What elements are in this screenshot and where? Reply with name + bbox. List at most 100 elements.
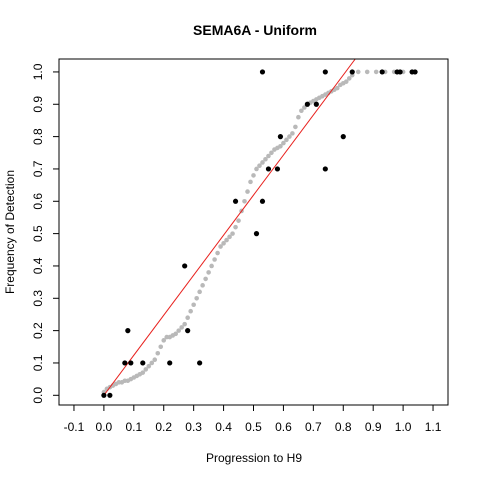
- reference-point: [218, 244, 223, 249]
- observed-point: [322, 166, 328, 172]
- observed-point: [340, 134, 346, 140]
- reference-point: [287, 134, 292, 139]
- reference-point: [140, 370, 146, 375]
- reference-point: [290, 131, 295, 136]
- observed-point: [259, 69, 266, 75]
- observed-point: [197, 360, 203, 366]
- reference-point: [215, 250, 220, 256]
- reference-point: [158, 344, 164, 350]
- reference-point: [227, 234, 232, 240]
- y-tick-label: 0.7: [31, 160, 45, 177]
- y-axis-title: Frequency of Detection: [3, 170, 17, 294]
- y-tick-label: 0.2: [31, 322, 45, 339]
- reference-point: [373, 69, 379, 75]
- observed-point: [125, 328, 131, 334]
- y-tick-label: 0.5: [31, 225, 45, 242]
- reference-point: [194, 295, 199, 301]
- observed-point: [313, 101, 319, 107]
- observed-point: [167, 360, 173, 366]
- y-tick-label: 0.6: [31, 193, 45, 210]
- reference-point: [284, 137, 289, 143]
- reference-point: [245, 189, 250, 194]
- x-tick-label: 0.7: [305, 420, 322, 434]
- observed-point: [397, 69, 403, 75]
- y-tick-label: 0.0: [31, 387, 45, 404]
- plot-area: [101, 59, 418, 398]
- reference-point: [269, 150, 274, 156]
- reference-point: [197, 289, 202, 295]
- reference-point: [149, 360, 155, 366]
- observed-point: [140, 360, 146, 366]
- observed-point: [274, 166, 281, 172]
- reference-point: [233, 224, 238, 230]
- x-axis-title: Progression to H9: [206, 451, 302, 465]
- reference-point: [257, 163, 262, 169]
- observed-point: [379, 69, 385, 75]
- reference-point: [254, 166, 259, 172]
- reference-point: [161, 338, 167, 343]
- x-tick-label: 0.3: [185, 420, 202, 434]
- reference-point: [179, 325, 184, 330]
- x-axis: -0.1 0.0 0.1 0.2 0.3 0.4 0.5 0.6 0.7 0.8 0.9 1.0 1.1: [64, 405, 442, 434]
- reference-point: [299, 108, 304, 114]
- observed-point: [322, 69, 328, 75]
- x-tick-label: 0.6: [275, 420, 292, 434]
- y-tick-label: 0.8: [31, 128, 45, 145]
- reference-point: [263, 156, 268, 162]
- reference-point: [182, 321, 187, 327]
- reference-point: [230, 231, 235, 236]
- x-tick-label: 0.2: [155, 420, 172, 434]
- reference-point: [221, 241, 226, 246]
- reference-point: [260, 160, 265, 165]
- observed-point: [265, 166, 272, 172]
- reference-point: [242, 198, 247, 204]
- reference-point: [143, 367, 149, 372]
- reference-point: [188, 308, 193, 314]
- x-tick-label: 1.1: [425, 420, 442, 434]
- observed-point: [185, 328, 191, 334]
- observed-point: [122, 360, 128, 366]
- reference-point: [200, 283, 205, 288]
- observed-point: [349, 69, 355, 75]
- reference-point: [146, 363, 152, 369]
- observed-point: [277, 134, 284, 140]
- y-tick-label: 0.1: [31, 354, 45, 371]
- x-tick-label: 0.9: [365, 420, 382, 434]
- reference-point: [355, 69, 361, 75]
- observed-point: [101, 392, 107, 398]
- reference-point: [343, 79, 349, 84]
- observed-point: [128, 360, 134, 366]
- observed-point: [304, 101, 310, 107]
- reference-point: [176, 328, 181, 333]
- reference-point: [293, 124, 298, 130]
- reference-point: [206, 270, 211, 275]
- reference-point: [152, 357, 158, 363]
- observed-point: [107, 392, 113, 398]
- reference-point: [173, 331, 178, 337]
- y-tick-label: 0.3: [31, 290, 45, 307]
- reference-point: [155, 350, 161, 356]
- reference-point: [212, 257, 217, 262]
- reference-point: [209, 263, 214, 269]
- observed-point: [232, 198, 239, 204]
- reference-point: [302, 105, 307, 110]
- y-axis: 0.0 0.1 0.2 0.3 0.4 0.5 0.6 0.7 0.8 0.9 1.0: [31, 63, 59, 404]
- observed-point: [412, 69, 418, 75]
- reference-point: [248, 179, 253, 185]
- x-tick-label: -0.1: [64, 420, 85, 434]
- observed-point: [253, 231, 260, 237]
- x-tick-label: 0.4: [215, 420, 232, 434]
- y-tick-label: 1.0: [31, 63, 45, 80]
- reference-point: [266, 153, 271, 159]
- x-tick-label: 0.8: [335, 420, 352, 434]
- fit-line: [103, 59, 356, 396]
- chart-title: SEMA6A - Uniform: [193, 22, 317, 38]
- observed-point: [182, 263, 188, 269]
- reference-point: [185, 315, 190, 320]
- x-tick-label: 1.0: [395, 420, 412, 434]
- reference-point: [224, 237, 229, 243]
- y-tick-label: 0.9: [31, 96, 45, 113]
- x-tick-label: 0.1: [125, 420, 142, 434]
